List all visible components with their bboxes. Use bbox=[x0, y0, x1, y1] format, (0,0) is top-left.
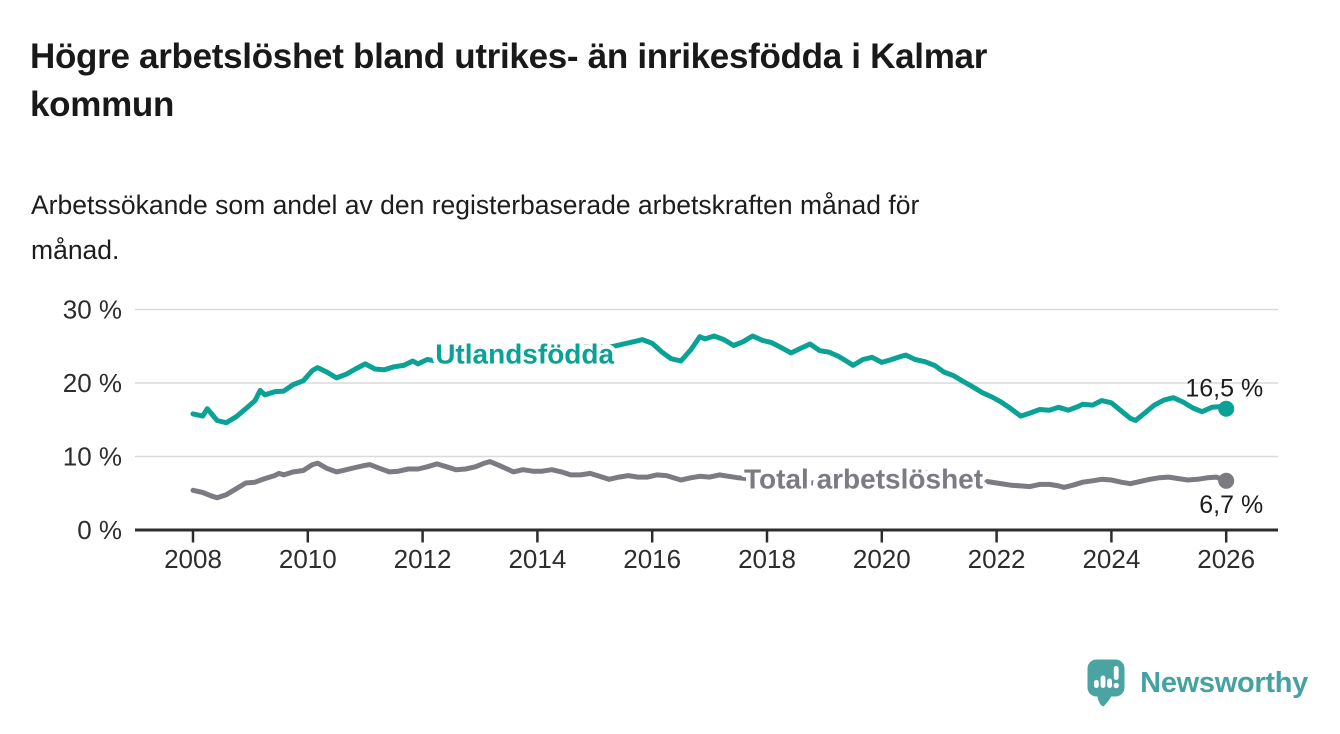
x-axis-tick-label: 2010 bbox=[279, 544, 337, 574]
x-axis-tick-label: 2026 bbox=[1197, 544, 1255, 574]
y-axis-tick-label: 30 % bbox=[63, 295, 122, 325]
series-end-dot-utlandsfodda bbox=[1218, 400, 1235, 417]
chart-subtitle-line-2: månad. bbox=[31, 235, 120, 265]
x-axis-tick-label: 2012 bbox=[394, 544, 452, 574]
page-title: Högre arbetslöshet bland utrikes- än inr… bbox=[30, 33, 1310, 129]
series-label-utlandsfodda: Utlandsfödda bbox=[435, 338, 614, 369]
page-title-line-2: kommun bbox=[30, 85, 175, 124]
x-axis-tick-label: 2018 bbox=[738, 544, 796, 574]
end-value-label-total: 6,7 % bbox=[1199, 491, 1263, 519]
series-label-total: Total arbetslöshet bbox=[744, 463, 983, 494]
newsworthy-logo: Newsworthy bbox=[1086, 658, 1308, 709]
chart-subtitle-line-1: Arbetssökande som andel av den registerb… bbox=[31, 190, 920, 220]
series-line-total bbox=[190, 459, 1229, 501]
x-axis-tick-label: 2014 bbox=[508, 544, 566, 574]
x-axis-tick-label: 2024 bbox=[1082, 544, 1140, 574]
series-line-utlandsfodda bbox=[190, 333, 1229, 426]
newsworthy-logo-icon bbox=[1086, 658, 1127, 709]
x-axis-tick-label: 2022 bbox=[968, 544, 1026, 574]
x-axis-tick-label: 2008 bbox=[164, 544, 222, 574]
y-axis-tick-label: 10 % bbox=[63, 442, 122, 472]
y-axis-tick-label: 20 % bbox=[63, 368, 122, 398]
x-axis-tick-label: 2016 bbox=[623, 544, 681, 574]
series-end-dot-total bbox=[1218, 472, 1235, 489]
x-axis-tick-label: 2020 bbox=[853, 544, 911, 574]
y-axis-tick-label: 0 % bbox=[77, 515, 122, 545]
end-value-label-utlandsfodda: 16,5 % bbox=[1185, 375, 1263, 403]
page-title-line-1: Högre arbetslöshet bland utrikes- än inr… bbox=[30, 37, 988, 76]
chart-subtitle: Arbetssökande som andel av den registerb… bbox=[31, 183, 1231, 273]
newsworthy-logo-text: Newsworthy bbox=[1140, 667, 1308, 699]
